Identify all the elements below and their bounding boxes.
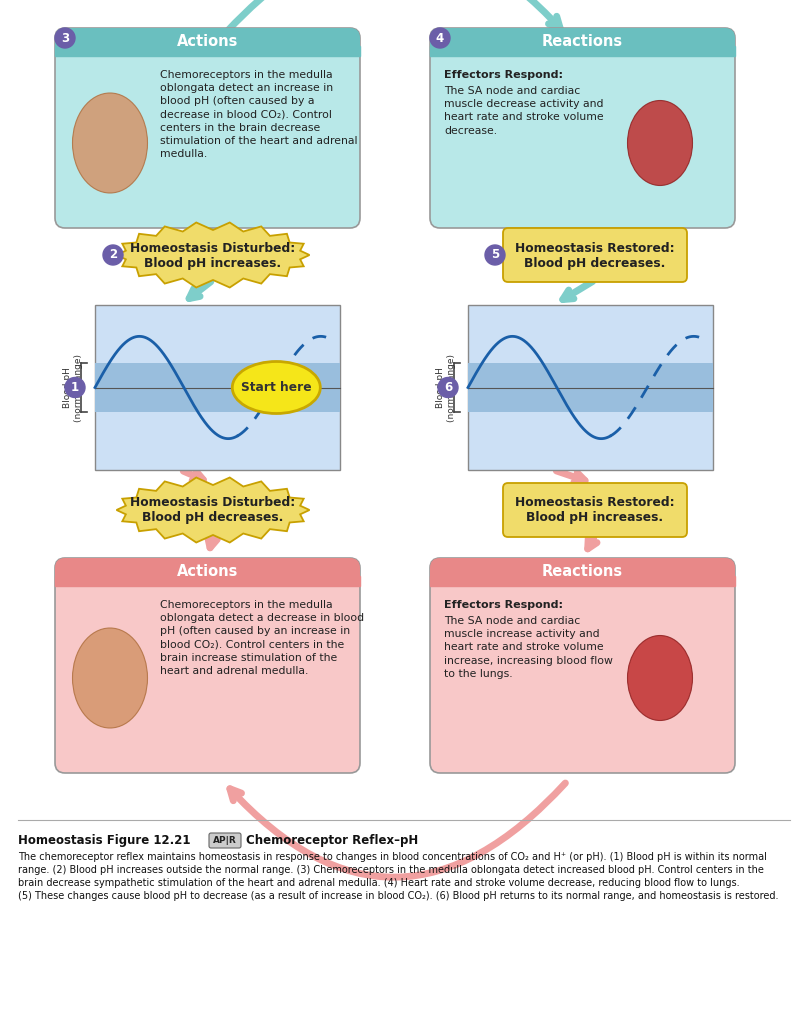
Text: Blood pH decreases.: Blood pH decreases. <box>142 512 284 524</box>
Text: Actions: Actions <box>177 564 238 580</box>
Text: Actions: Actions <box>177 35 238 49</box>
Circle shape <box>430 28 450 48</box>
Text: Reactions: Reactions <box>542 35 623 49</box>
FancyBboxPatch shape <box>55 28 360 56</box>
Text: AP|R: AP|R <box>213 836 237 845</box>
Text: 2: 2 <box>109 249 117 261</box>
FancyBboxPatch shape <box>430 28 735 228</box>
Text: 3: 3 <box>61 32 69 44</box>
Bar <box>430 575 735 586</box>
Text: Blood pH
(normal range): Blood pH (normal range) <box>63 353 82 422</box>
Bar <box>55 575 360 586</box>
Bar <box>55 46 360 56</box>
Bar <box>468 362 713 413</box>
Text: Blood pH decreases.: Blood pH decreases. <box>524 256 666 269</box>
Text: 1: 1 <box>71 381 79 394</box>
Circle shape <box>103 245 123 265</box>
Text: Blood pH increases.: Blood pH increases. <box>527 512 663 524</box>
FancyBboxPatch shape <box>430 28 735 56</box>
Text: Blood pH
(normal range): Blood pH (normal range) <box>436 353 456 422</box>
FancyBboxPatch shape <box>55 28 360 228</box>
Text: Chemoreceptor Reflex–pH: Chemoreceptor Reflex–pH <box>246 834 419 847</box>
Circle shape <box>65 378 85 397</box>
Ellipse shape <box>73 93 148 193</box>
Text: The chemoreceptor reflex maintains homeostasis in response to changes in blood c: The chemoreceptor reflex maintains homeo… <box>18 852 767 862</box>
Text: 6: 6 <box>444 381 452 394</box>
Text: Chemoreceptors in the medulla
oblongata detect an increase in
blood pH (often ca: Chemoreceptors in the medulla oblongata … <box>160 70 357 159</box>
Text: Chemoreceptors in the medulla
oblongata detect a decrease in blood
pH (often cau: Chemoreceptors in the medulla oblongata … <box>160 600 364 676</box>
Polygon shape <box>116 477 309 543</box>
Text: Homeostasis Disturbed:: Homeostasis Disturbed: <box>130 242 296 255</box>
Circle shape <box>438 378 458 397</box>
FancyBboxPatch shape <box>430 558 735 773</box>
FancyBboxPatch shape <box>55 558 360 773</box>
Ellipse shape <box>233 361 320 414</box>
Circle shape <box>55 28 75 48</box>
Bar <box>95 305 340 470</box>
FancyBboxPatch shape <box>209 833 241 848</box>
Text: Homeostasis Figure 12.21: Homeostasis Figure 12.21 <box>18 834 191 847</box>
Text: 4: 4 <box>436 32 444 44</box>
Text: The SA node and cardiac
muscle increase activity and
heart rate and stroke volum: The SA node and cardiac muscle increase … <box>444 616 613 679</box>
FancyBboxPatch shape <box>503 228 687 282</box>
Text: Start here: Start here <box>241 381 312 394</box>
Bar <box>95 362 340 413</box>
FancyBboxPatch shape <box>430 558 735 586</box>
Circle shape <box>485 245 505 265</box>
Polygon shape <box>116 222 309 288</box>
Text: Homeostasis Disturbed:: Homeostasis Disturbed: <box>130 497 296 510</box>
Text: Effectors Respond:: Effectors Respond: <box>444 600 563 610</box>
Text: Homeostasis Restored:: Homeostasis Restored: <box>516 497 675 510</box>
Text: 5: 5 <box>491 249 499 261</box>
Text: Homeostasis Restored:: Homeostasis Restored: <box>516 242 675 255</box>
Ellipse shape <box>628 100 692 185</box>
FancyBboxPatch shape <box>55 558 360 586</box>
Text: Reactions: Reactions <box>542 564 623 580</box>
Text: The SA node and cardiac
muscle decrease activity and
heart rate and stroke volum: The SA node and cardiac muscle decrease … <box>444 86 604 135</box>
Ellipse shape <box>73 628 148 728</box>
Ellipse shape <box>628 636 692 721</box>
Text: Blood pH increases.: Blood pH increases. <box>145 256 281 269</box>
FancyBboxPatch shape <box>503 483 687 537</box>
Text: range. (2) Blood pH increases outside the normal range. (3) Chemoreceptors in th: range. (2) Blood pH increases outside th… <box>18 865 764 874</box>
Bar <box>430 46 735 56</box>
Text: (5) These changes cause blood pH to decrease (as a result of increase in blood C: (5) These changes cause blood pH to decr… <box>18 891 778 901</box>
Text: brain decrease sympathetic stimulation of the heart and adrenal medulla. (4) Hea: brain decrease sympathetic stimulation o… <box>18 878 739 888</box>
Text: Effectors Respond:: Effectors Respond: <box>444 70 563 80</box>
Bar <box>468 305 713 470</box>
